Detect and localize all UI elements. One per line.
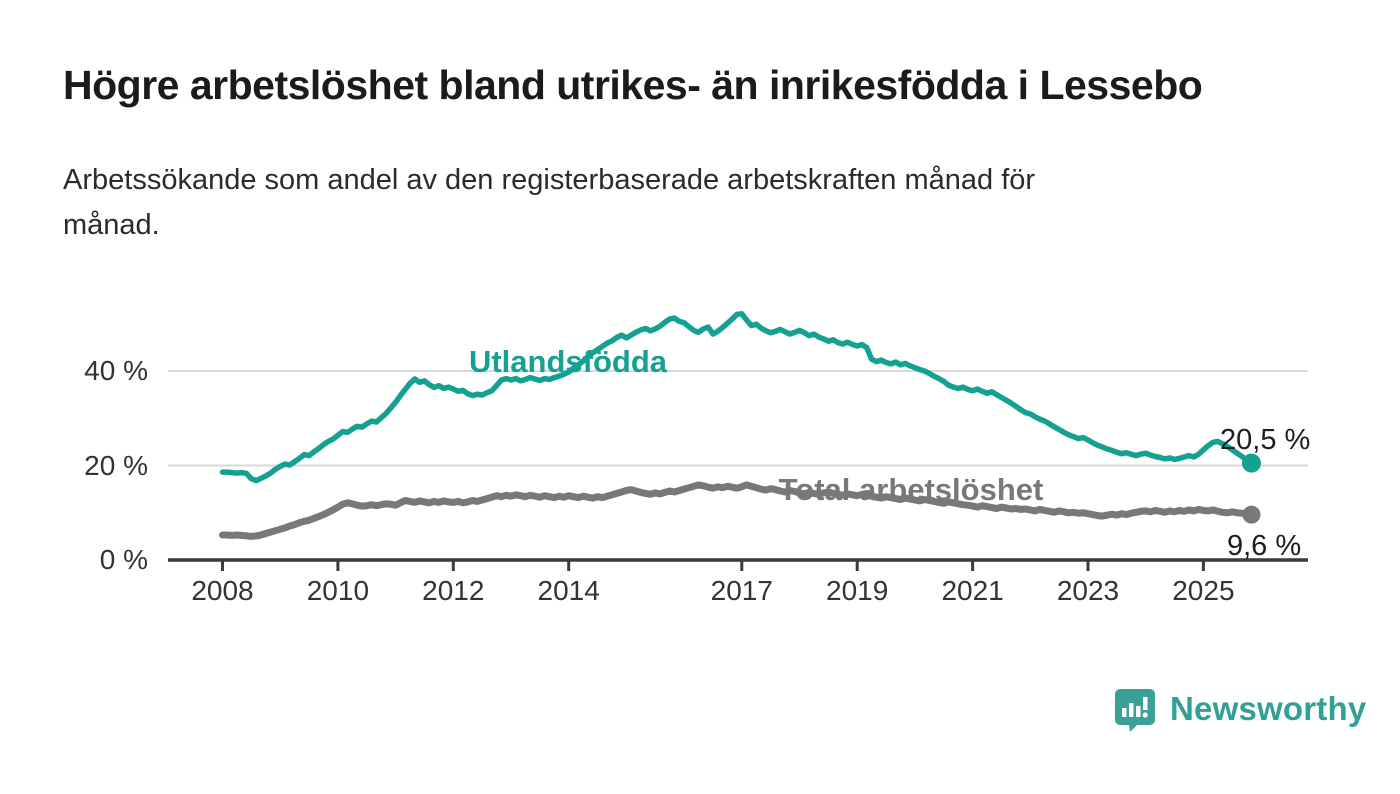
- x-axis-label-2012: 2012: [422, 575, 485, 606]
- subtitle-line-1: Arbetssökande som andel av den registerb…: [63, 164, 1036, 196]
- x-axis-label-2019: 2019: [826, 575, 889, 606]
- x-axis-label-2025: 2025: [1172, 575, 1235, 606]
- x-axis-label-2008: 2008: [191, 575, 254, 606]
- x-axis-label-2021: 2021: [941, 575, 1004, 606]
- end-value-label-utlandsfodda: 20,5 %: [1220, 424, 1311, 456]
- y-axis-label: 20 %: [84, 449, 148, 481]
- newsworthy-wordmark: Newsworthy: [1170, 690, 1367, 727]
- x-axis-label-2014: 2014: [537, 575, 600, 606]
- newsworthy-logo[interactable]: Newsworthy: [1112, 686, 1366, 732]
- series-label-utlandsfodda: Utlandsfödda: [468, 344, 668, 379]
- series-label-total-arbetsloshet: Total arbetslöshet: [778, 472, 1044, 507]
- end-value-label-total: 9,6 %: [1227, 530, 1302, 562]
- x-axis-label-2010: 2010: [306, 575, 370, 606]
- page-title: Högre arbetslöshet bland utrikes- än inr…: [63, 62, 1203, 108]
- y-axis-label: 40 %: [84, 355, 148, 386]
- bar-chart-speech-bubble-icon: [1112, 686, 1158, 732]
- chart-subtitle: Arbetssökande som andel av den registerb…: [63, 158, 1303, 248]
- x-axis-label-2023: 2023: [1056, 575, 1120, 606]
- subtitle-line-2: månad.: [63, 209, 160, 241]
- x-axis-label-2017: 2017: [710, 575, 773, 606]
- y-axis-label: 0 %: [99, 544, 148, 575]
